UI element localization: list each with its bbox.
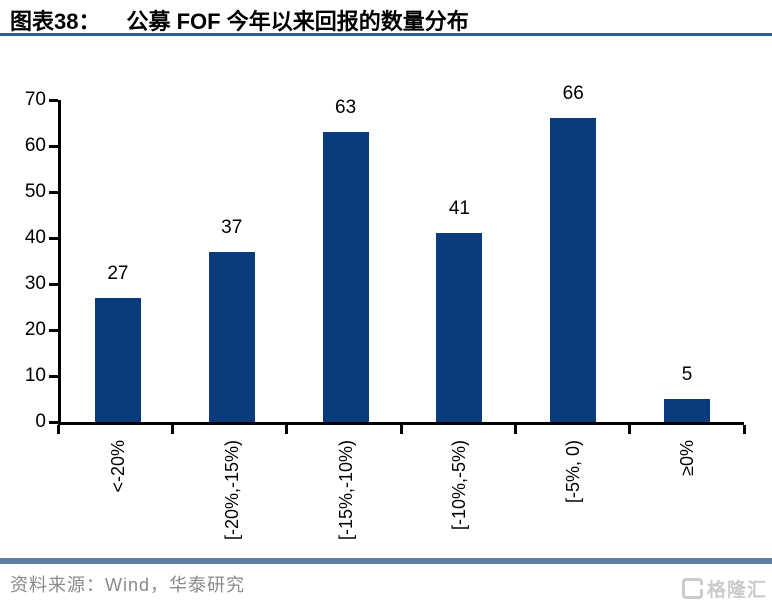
x-axis-category-text: ≥0% bbox=[677, 440, 698, 476]
x-axis-tick bbox=[399, 425, 403, 434]
x-axis-tick bbox=[285, 425, 289, 434]
gelonghui-logo: 格隆汇 bbox=[681, 575, 767, 602]
bar-value-label: 41 bbox=[448, 198, 470, 220]
x-axis-category-text: <-20% bbox=[107, 440, 128, 493]
y-axis-tick-label: 10 bbox=[24, 365, 46, 386]
chart-title-index: 图表38： bbox=[10, 9, 101, 34]
source-note: 资料来源：Wind，华泰研究 bbox=[10, 575, 246, 595]
x-axis-category-label: [-20%,-15%) bbox=[221, 440, 243, 540]
x-axis-tick bbox=[742, 425, 746, 434]
bar bbox=[436, 233, 483, 422]
bar-value-label: 66 bbox=[562, 83, 584, 105]
y-axis-tick bbox=[49, 282, 58, 286]
bar bbox=[208, 251, 255, 422]
y-axis-tick bbox=[49, 144, 58, 148]
y-axis-tick-label: 50 bbox=[24, 181, 46, 202]
gelonghui-logo-icon bbox=[681, 578, 703, 599]
y-axis-tick bbox=[49, 420, 58, 424]
y-axis-tick-label: 20 bbox=[24, 319, 46, 340]
bar bbox=[322, 132, 369, 422]
x-axis-category-text: [-15%,-10%) bbox=[335, 440, 356, 541]
x-axis-category-label: [-10%,-5%) bbox=[448, 440, 470, 530]
gelonghui-logo-text: 格隆汇 bbox=[706, 580, 767, 601]
y-axis-tick-label: 30 bbox=[24, 273, 46, 294]
title-underline bbox=[0, 33, 772, 36]
bar-value-label: 5 bbox=[681, 364, 693, 385]
x-axis-category-text: [-5%, 0) bbox=[563, 440, 584, 504]
x-axis-category-label: <-20% bbox=[107, 440, 129, 493]
bar bbox=[94, 297, 141, 422]
bar bbox=[550, 118, 597, 422]
x-axis-tick bbox=[170, 425, 174, 434]
x-axis-tick bbox=[628, 425, 632, 434]
y-axis-tick bbox=[49, 190, 58, 194]
x-axis-category-label: [-5%, 0) bbox=[562, 440, 584, 503]
y-axis-tick-label: 40 bbox=[24, 227, 46, 248]
bar-value-label: 63 bbox=[335, 97, 357, 119]
bar-value-label: 27 bbox=[107, 262, 129, 284]
y-axis-tick bbox=[49, 328, 58, 332]
y-axis-tick bbox=[49, 374, 58, 378]
x-axis-category-text: [-10%,-5%) bbox=[449, 440, 470, 531]
footer-divider bbox=[0, 558, 772, 564]
y-axis-tick-label: 70 bbox=[24, 89, 46, 110]
bar bbox=[664, 399, 711, 422]
chart-title-text: 公募 FOF 今年以来回报的数量分布 bbox=[126, 9, 469, 34]
x-axis-category-text: [-20%,-15%) bbox=[221, 440, 242, 541]
x-axis-category-label: ≥0% bbox=[676, 440, 698, 476]
x-axis-tick bbox=[513, 425, 517, 434]
y-axis-tick-label: 60 bbox=[24, 135, 46, 156]
plot-area bbox=[58, 100, 744, 425]
y-axis-tick bbox=[49, 98, 58, 102]
bar-value-label: 37 bbox=[221, 216, 243, 238]
chart-title: 图表38： 公募 FOF 今年以来回报的数量分布 bbox=[10, 4, 469, 36]
y-axis-tick-label: 0 bbox=[35, 411, 46, 432]
x-axis-tick bbox=[56, 425, 60, 434]
x-axis-category-label: [-15%,-10%) bbox=[335, 440, 357, 540]
y-axis-tick bbox=[49, 236, 58, 240]
